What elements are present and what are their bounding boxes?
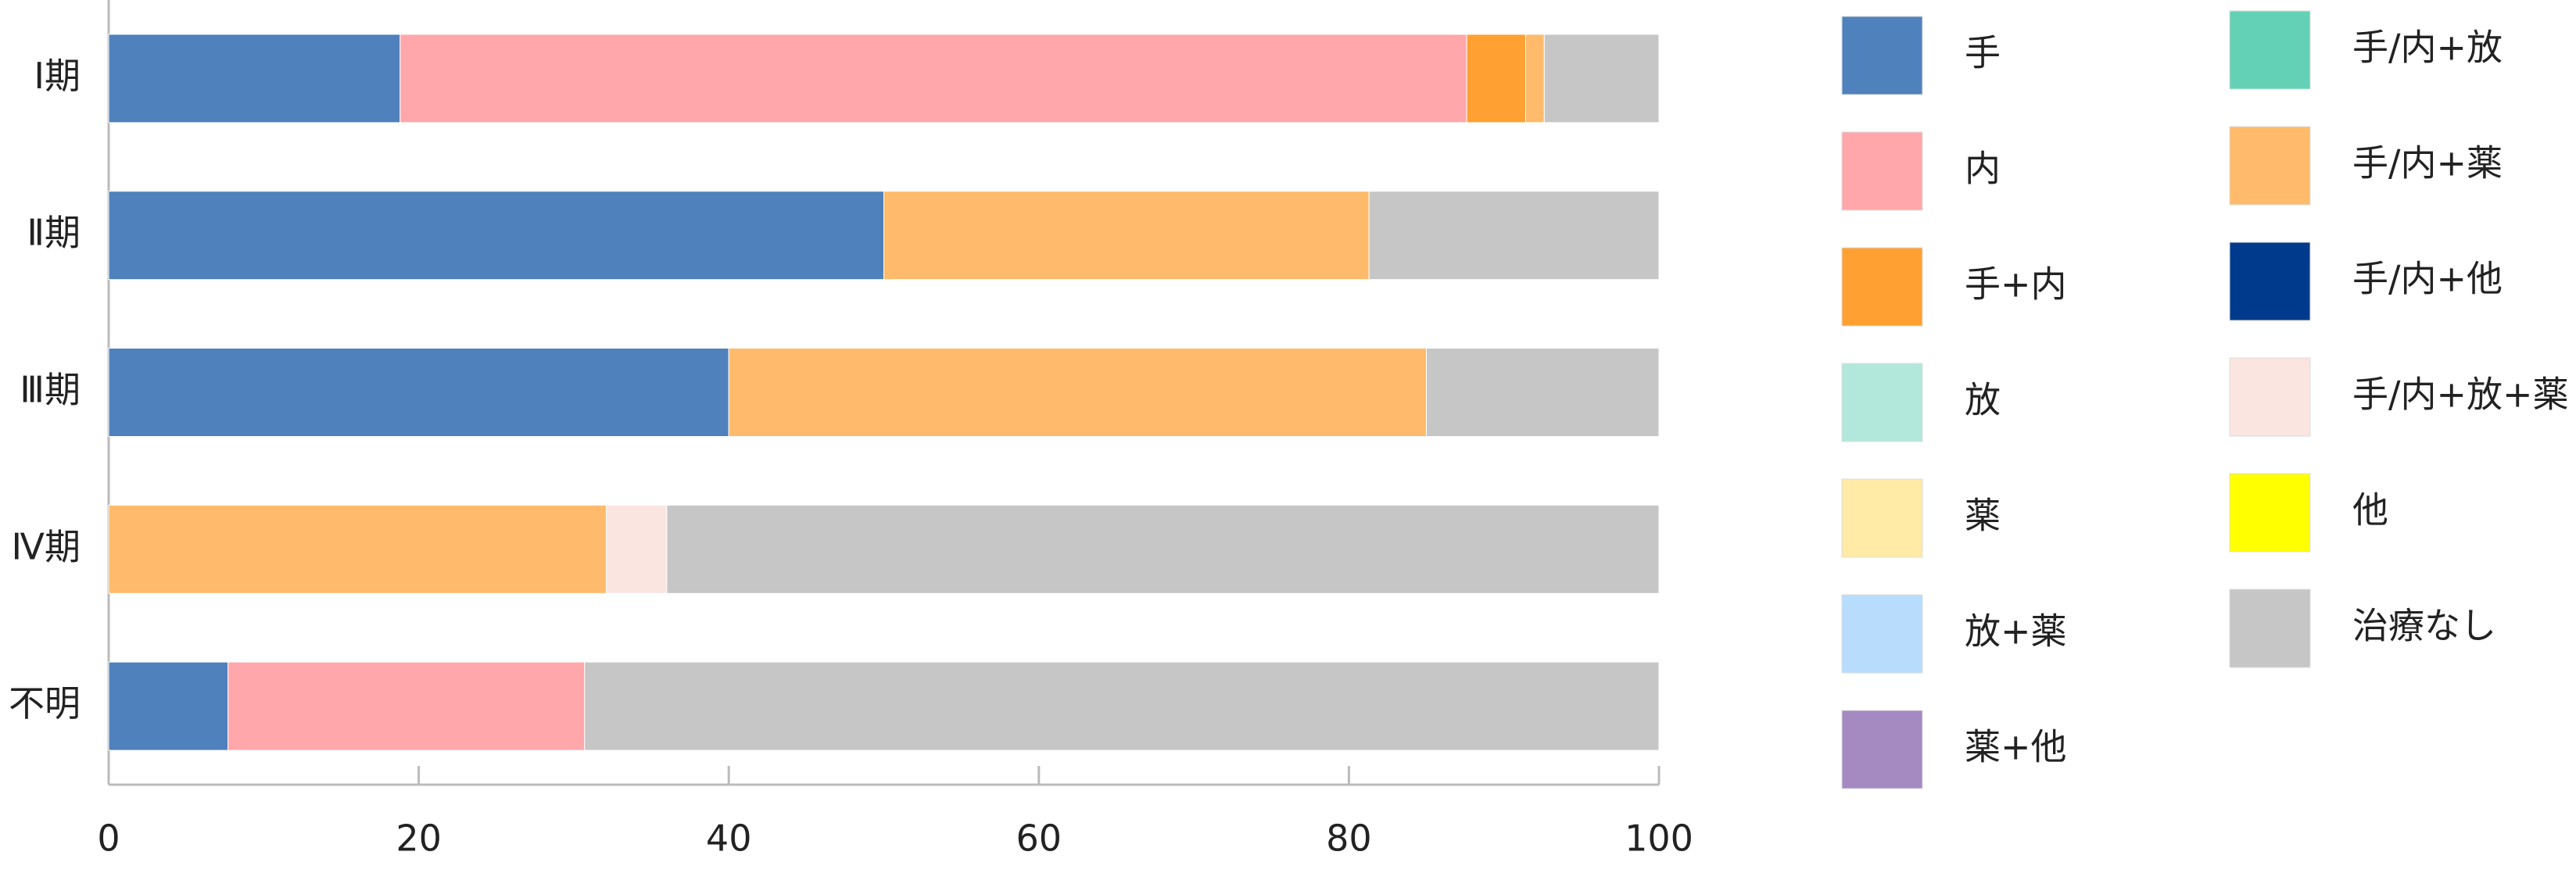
legend-label: 放 bbox=[1965, 379, 2001, 421]
y-tick-label: Ⅱ期 bbox=[27, 212, 81, 254]
legend-label: 手/内+放+薬 bbox=[2352, 374, 2569, 416]
legend-swatch bbox=[1841, 478, 1923, 558]
legend-swatch bbox=[2229, 10, 2311, 90]
y-tick-label: Ⅳ期 bbox=[12, 525, 81, 567]
bar-segment bbox=[1426, 348, 1660, 437]
bar-segment bbox=[883, 191, 1370, 281]
legend-label: 手 bbox=[1965, 32, 2001, 74]
bar-segment bbox=[666, 504, 1660, 594]
bar-segment bbox=[584, 661, 1660, 751]
legend-swatch bbox=[2229, 242, 2311, 321]
legend-label: 薬+他 bbox=[1965, 726, 2067, 768]
bar-segment bbox=[108, 504, 607, 594]
x-tick-label: 20 bbox=[396, 818, 442, 860]
bar-segment bbox=[728, 348, 1428, 437]
legend-label: 手+内 bbox=[1965, 263, 2067, 306]
bar-segment bbox=[1368, 191, 1660, 281]
legend-label: 手/内+放 bbox=[2352, 27, 2503, 69]
legend-swatch bbox=[1841, 247, 1923, 327]
legend-swatch bbox=[2229, 357, 2311, 437]
legend-label: 手/内+他 bbox=[2352, 258, 2503, 300]
legend-label: 放+薬 bbox=[1965, 610, 2067, 653]
legend-swatch bbox=[1841, 594, 1923, 674]
bar-segment bbox=[1466, 34, 1526, 123]
x-tick-label: 0 bbox=[97, 818, 120, 860]
bar-segment bbox=[606, 504, 668, 594]
y-tick-label: 不明 bbox=[9, 682, 81, 725]
x-tick-label: 40 bbox=[706, 818, 752, 860]
bar-segment bbox=[399, 34, 1467, 123]
legend-label: 内 bbox=[1965, 148, 2001, 190]
x-tick-label: 60 bbox=[1016, 818, 1062, 860]
legend-swatch bbox=[1841, 363, 1923, 442]
x-tick-label: 100 bbox=[1625, 818, 1693, 860]
legend-swatch bbox=[1841, 710, 1923, 789]
bar-segment bbox=[228, 661, 586, 751]
bar-segment bbox=[108, 661, 229, 751]
legend-label: 他 bbox=[2352, 489, 2388, 531]
x-tick-label: 80 bbox=[1326, 818, 1372, 860]
y-tick-label: Ⅰ期 bbox=[34, 55, 81, 97]
legend-swatch bbox=[2229, 589, 2311, 668]
bar-segment bbox=[1543, 34, 1660, 123]
legend-label: 薬 bbox=[1965, 495, 2001, 537]
bar-segment bbox=[108, 348, 729, 437]
legend-swatch bbox=[2229, 473, 2311, 553]
legend-swatch bbox=[1841, 16, 1923, 95]
legend-swatch bbox=[1841, 131, 1923, 211]
legend-label: 治療なし bbox=[2352, 605, 2496, 647]
bar-segment bbox=[108, 34, 401, 123]
bar-segment bbox=[1524, 34, 1545, 123]
y-tick-label: Ⅲ期 bbox=[20, 369, 81, 411]
legend-label: 手/内+薬 bbox=[2352, 142, 2503, 184]
bar-segment bbox=[108, 191, 884, 281]
legend-swatch bbox=[2229, 126, 2311, 206]
